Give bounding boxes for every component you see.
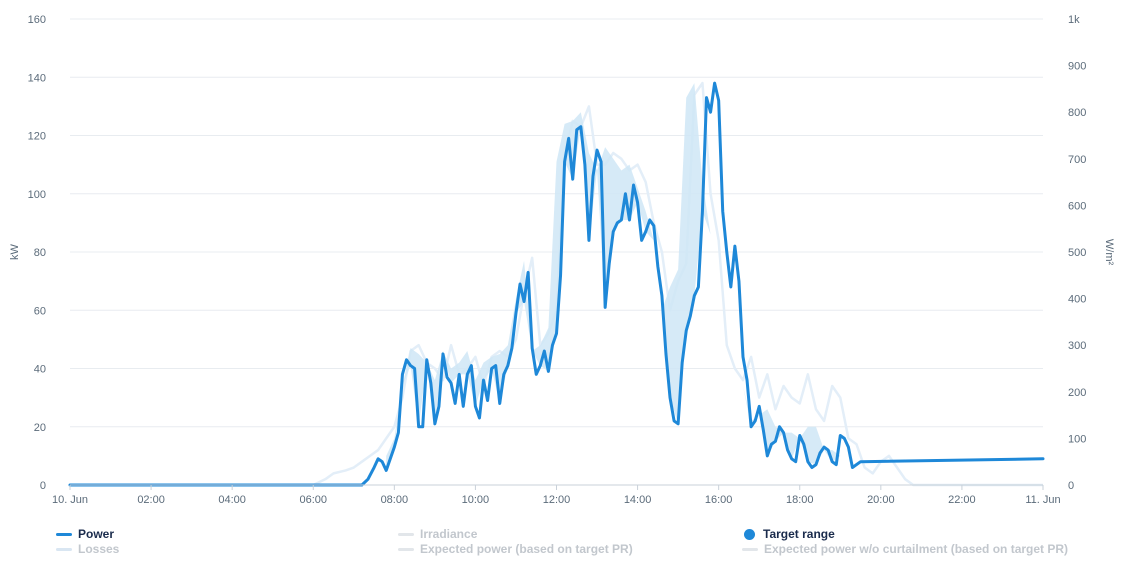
legend: Power Losses Irradiance Expected power (… [0, 524, 1128, 564]
legend-label: Losses [78, 542, 120, 556]
y-right-tick-label: 700 [1068, 154, 1086, 166]
y-right-tick-label: 300 [1068, 340, 1086, 352]
x-tick-label: 08:00 [381, 494, 409, 506]
y-right-tick-label: 500 [1068, 247, 1086, 259]
x-tick-label: 14:00 [624, 494, 652, 506]
y-right-tick-label: 900 [1068, 61, 1086, 73]
y-left-tick-label: 0 [40, 480, 46, 492]
series-line-expected-power [70, 81, 1043, 487]
legend-label: Irradiance [420, 527, 478, 541]
line-swatch-icon [56, 547, 72, 551]
y-left-tick-label: 40 [34, 364, 46, 376]
y-left-tick-label: 120 [28, 131, 46, 143]
y-left-tick-label: 160 [28, 14, 46, 26]
legend-item-losses[interactable]: Losses [56, 541, 119, 557]
y-right-tick-label: 800 [1068, 107, 1086, 119]
legend-item-irradiance[interactable]: Irradiance [398, 526, 477, 542]
axes: 0 20 40 60 80 100 120 140 160 0 100 200 300 400 500 600… [28, 14, 1087, 506]
x-tick-label: 20:00 [867, 494, 895, 506]
line-swatch-icon [742, 547, 758, 551]
x-tick-label: 18:00 [786, 494, 814, 506]
series-line-power [68, 81, 1045, 487]
series-area-losses [386, 83, 849, 471]
y-left-tick-label: 140 [28, 72, 46, 84]
power-chart: 0 20 40 60 80 100 120 140 160 0 100 200 300 400 500 600… [9, 14, 1115, 506]
legend-label: Target range [763, 527, 835, 541]
circle-swatch-icon [744, 528, 755, 540]
expected-power-layer [70, 81, 1043, 487]
legend-label: Expected power w/o curtailment (based on… [764, 542, 1069, 556]
x-tick-label: 11. Jun [1025, 494, 1060, 506]
y-left-tick-label: 80 [34, 247, 46, 259]
line-swatch-icon [56, 532, 72, 536]
power-layer [68, 81, 1045, 487]
y-right-tick-label: 200 [1068, 387, 1086, 399]
x-tick-label: 22:00 [948, 494, 976, 506]
x-tick-label: 10:00 [462, 494, 490, 506]
legend-item-power[interactable]: Power [56, 526, 114, 542]
legend-item-expected-power-no-curtailment[interactable]: Expected power w/o curtailment (based on… [742, 541, 1068, 557]
legend-label: Expected power (based on target PR) [420, 542, 633, 556]
line-swatch-icon [398, 532, 414, 536]
y-left-axis-title: kW [9, 243, 21, 260]
losses-layer [386, 83, 849, 471]
x-tick-label: 10. Jun [52, 494, 88, 506]
y-left-tick-label: 100 [28, 189, 46, 201]
line-swatch-icon [398, 547, 414, 551]
legend-item-expected-power[interactable]: Expected power (based on target PR) [398, 541, 633, 557]
legend-label: Power [78, 527, 115, 541]
y-right-axis-title: W/m² [1103, 239, 1115, 266]
y-right-tick-label: 100 [1068, 433, 1086, 445]
x-tick-label: 06:00 [299, 494, 327, 506]
y-left-tick-label: 60 [34, 305, 46, 317]
y-right-tick-label: 1k [1068, 14, 1080, 26]
x-tick-label: 02:00 [137, 494, 165, 506]
y-right-tick-label: 600 [1068, 200, 1086, 212]
y-right-tick-label: 0 [1068, 480, 1074, 492]
x-tick-label: 16:00 [705, 494, 733, 506]
y-right-tick-label: 400 [1068, 294, 1086, 306]
x-tick-label: 12:00 [543, 494, 571, 506]
legend-item-target-range[interactable]: Target range [744, 526, 835, 542]
x-tick-label: 04:00 [218, 494, 246, 506]
y-left-tick-label: 20 [34, 422, 46, 434]
